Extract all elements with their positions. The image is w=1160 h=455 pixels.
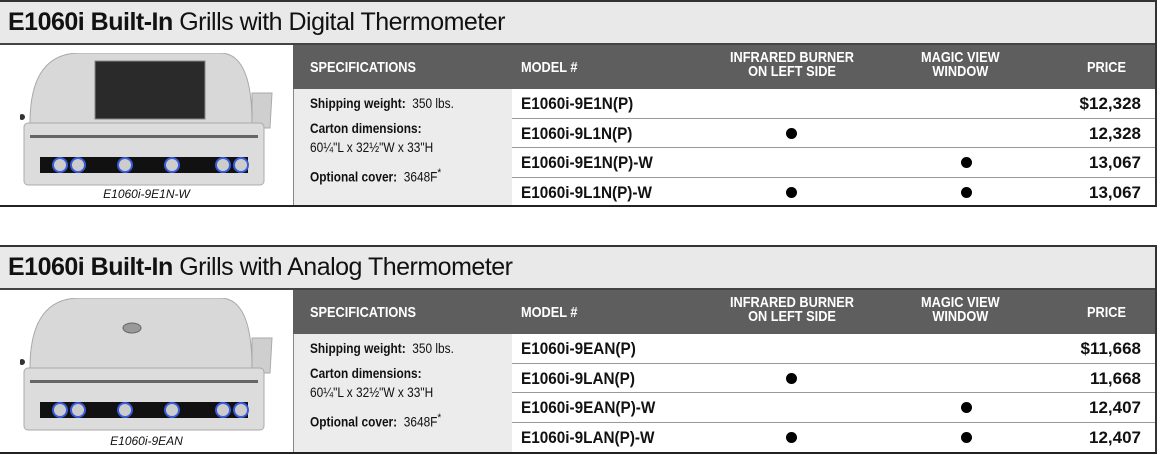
image-caption: E1060i-9E1N-W: [103, 187, 190, 201]
price: 12,407: [1089, 427, 1141, 447]
price: 11,668: [1089, 368, 1141, 388]
infrared-burner-dot-icon: [786, 127, 797, 139]
price: 12,328: [1089, 123, 1141, 143]
model-number: E1060i-9EAN(P)-W: [521, 398, 656, 417]
magic-view-window-dot-icon: [961, 402, 972, 413]
table-header: SPECIFICATIONS MODEL # INFRARED BURNER ON…: [293, 45, 1155, 89]
model-number: E1060i-9L1N(P): [521, 123, 633, 143]
header-model: MODEL #: [521, 59, 578, 76]
cover-asterisk: *: [437, 412, 442, 424]
weight-value: 350 lbs.: [412, 341, 454, 356]
magic-view-window-dot-icon: [961, 186, 972, 198]
header-infrared-line2: ON LEFT SIDE: [748, 308, 836, 325]
table-row: E1060i-9EAN(P) $11,668: [512, 334, 1155, 364]
infrared-burner-dot-icon: [786, 372, 797, 384]
image-column: E1060i-9E1N-W: [0, 45, 293, 205]
header-specifications: SPECIFICATIONS: [310, 304, 417, 321]
price: $11,668: [1080, 339, 1141, 358]
title-rest: Grills with Digital Thermometer: [172, 8, 505, 36]
model-number: E1060i-9L1N(P)-W: [521, 182, 652, 202]
table-row: E1060i-9LAN(P)-W 12,407: [512, 423, 1155, 453]
header-magic-line1: MAGIC VIEW: [921, 294, 1000, 311]
weight-value: 350 lbs.: [412, 96, 454, 111]
header-specifications: SPECIFICATIONS: [310, 59, 417, 76]
model-table: E1060i-9EAN(P) $11,668 E1060i-9LAN(P) 11…: [512, 334, 1155, 452]
section-title: E1060i Built-In Grills with Analog Therm…: [0, 247, 1155, 290]
price: $12,328: [1079, 94, 1141, 113]
header-magic-line1: MAGIC VIEW: [921, 49, 1000, 66]
grill-section: E1060i Built-In Grills with Analog Therm…: [0, 245, 1157, 454]
header-magic-view: MAGIC VIEW WINDOW: [921, 294, 1000, 325]
price: 13,067: [1089, 153, 1141, 172]
image-caption: E1060i-9EAN: [110, 434, 183, 448]
carton-value: 60¼"L x 32½"W x 33"H: [310, 385, 434, 400]
header-infrared-line2: ON LEFT SIDE: [748, 63, 836, 80]
specifications-column: Shipping weight: 350 lbs. Carton dimensi…: [293, 45, 512, 205]
cover-value: 3648F: [403, 169, 438, 185]
model-table: E1060i-9E1N(P) $12,328 E1060i-9L1N(P) 12…: [512, 89, 1155, 205]
window: [94, 60, 206, 120]
carton-value: 60¼"L x 32½"W x 33"H: [310, 140, 434, 155]
model-number: E1060i-9E1N(P): [521, 94, 634, 113]
cover-label: Optional cover:: [310, 414, 398, 430]
table-row: E1060i-9EAN(P)-W 12,407: [512, 393, 1155, 423]
header-infrared: INFRARED BURNER ON LEFT SIDE: [730, 49, 854, 80]
thermometer-icon: [122, 322, 142, 334]
header-model: MODEL #: [521, 304, 578, 321]
price: 13,067: [1089, 182, 1141, 202]
price: 12,407: [1089, 398, 1141, 417]
table-header: SPECIFICATIONS MODEL # INFRARED BURNER ON…: [293, 290, 1155, 334]
weight-label: Shipping weight:: [310, 341, 406, 356]
model-number: E1060i-9EAN(P): [521, 339, 636, 358]
weight-label: Shipping weight:: [310, 96, 406, 111]
grill-image: [20, 53, 273, 186]
infrared-burner-dot-icon: [786, 186, 797, 198]
header-magic-view: MAGIC VIEW WINDOW: [921, 49, 1000, 80]
header-magic-line2: WINDOW: [932, 308, 989, 325]
table-row: E1060i-9L1N(P) 12,328: [512, 119, 1155, 148]
table-row: E1060i-9E1N(P) $12,328: [512, 89, 1155, 119]
header-infrared: INFRARED BURNER ON LEFT SIDE: [730, 294, 854, 325]
infrared-burner-dot-icon: [786, 431, 797, 443]
section-title: E1060i Built-In Grills with Digital Ther…: [0, 2, 1155, 45]
header-price: PRICE: [1087, 304, 1126, 321]
carton-label: Carton dimensions:: [310, 366, 422, 381]
model-number: E1060i-9E1N(P)-W: [521, 153, 653, 172]
grill-section: E1060i Built-In Grills with Digital Ther…: [0, 0, 1157, 207]
header-infrared-line1: INFRARED BURNER: [730, 294, 854, 311]
magic-view-window-dot-icon: [961, 157, 972, 168]
grill-image: [20, 298, 273, 431]
image-column: E1060i-9EAN: [0, 290, 293, 452]
cover-label: Optional cover:: [310, 169, 398, 185]
model-number: E1060i-9LAN(P): [521, 368, 635, 388]
title-bold: E1060i Built-In: [8, 8, 173, 36]
table-row: E1060i-9L1N(P)-W 13,067: [512, 178, 1155, 208]
table-row: E1060i-9LAN(P) 11,668: [512, 364, 1155, 393]
model-number: E1060i-9LAN(P)-W: [521, 427, 655, 447]
table-row: E1060i-9E1N(P)-W 13,067: [512, 148, 1155, 178]
header-magic-line2: WINDOW: [932, 63, 989, 80]
header-infrared-line1: INFRARED BURNER: [730, 49, 854, 66]
title-rest: Grills with Analog Thermometer: [172, 253, 513, 281]
title-bold: E1060i Built-In: [8, 253, 173, 281]
carton-label: Carton dimensions:: [310, 121, 422, 136]
magic-view-window-dot-icon: [961, 431, 972, 443]
header-price: PRICE: [1087, 59, 1126, 76]
cover-value: 3648F: [403, 414, 438, 430]
cover-asterisk: *: [437, 167, 442, 179]
